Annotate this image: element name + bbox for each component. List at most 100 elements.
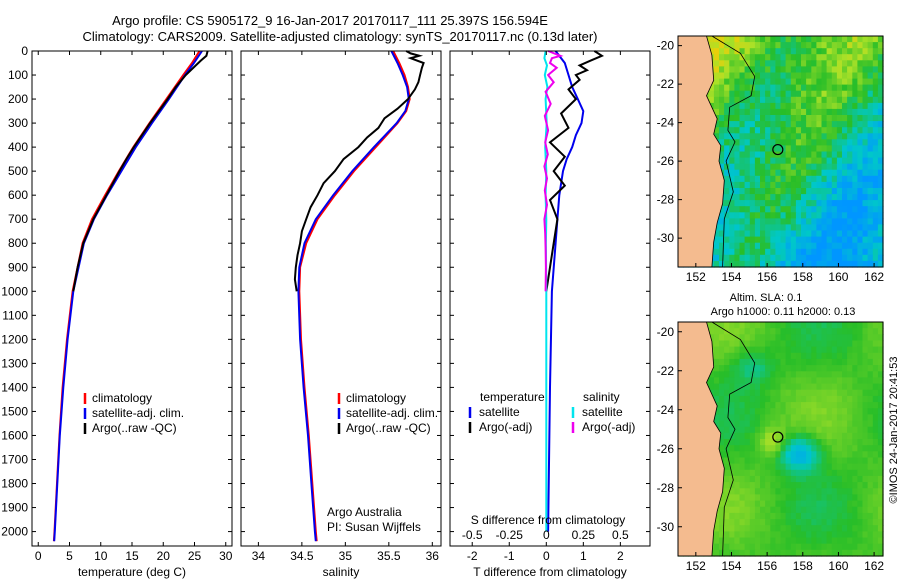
map-cell	[862, 420, 869, 428]
map-cell	[739, 414, 746, 422]
map-cell	[760, 506, 766, 514]
map-cell	[729, 494, 735, 502]
map-cell	[857, 248, 864, 256]
map-cell	[826, 457, 833, 465]
map-cell	[780, 525, 787, 532]
map-cell	[724, 371, 730, 379]
map-cell	[749, 512, 756, 520]
map-cell	[862, 169, 869, 177]
map-cell	[867, 163, 874, 171]
map-cell	[801, 254, 807, 262]
map-cell	[836, 488, 843, 496]
map-cell	[811, 36, 817, 43]
map-cell	[775, 352, 782, 360]
map-cell	[734, 84, 741, 92]
map-cell	[744, 340, 751, 348]
map-cell	[867, 352, 874, 360]
map-cell	[790, 84, 797, 92]
map-cell	[760, 242, 766, 250]
map-cell	[713, 519, 720, 526]
map-cell	[765, 383, 771, 391]
map-cell	[780, 248, 787, 256]
map-cell	[739, 115, 746, 122]
map-cell	[765, 389, 771, 397]
map-cell	[816, 90, 823, 98]
map-cell	[847, 426, 853, 434]
map-cell	[852, 439, 858, 446]
map-cell	[739, 78, 746, 86]
map-cell	[795, 236, 802, 244]
map-cell	[790, 90, 797, 98]
map-cell	[749, 469, 756, 477]
map-cell	[749, 389, 756, 397]
map-cell	[826, 543, 833, 551]
map-cell	[806, 260, 812, 268]
panel-difference: -2 -1 0 1 2T difference from climatology	[449, 50, 651, 579]
map-cell	[801, 358, 807, 366]
map-cell	[801, 377, 807, 385]
map-cell	[801, 469, 807, 477]
map-cell	[852, 537, 858, 545]
map-cell	[852, 78, 858, 86]
x-tick-label: 152	[686, 270, 706, 284]
map-cell	[867, 512, 874, 520]
map-cell	[744, 36, 751, 43]
map-cell	[806, 133, 812, 140]
map-cell	[806, 420, 812, 428]
map-cell	[852, 352, 858, 360]
map-cell	[847, 506, 853, 514]
map-cell	[826, 482, 833, 489]
map-cell	[754, 151, 761, 159]
map-cell	[811, 531, 817, 539]
map-cell	[867, 96, 874, 104]
map-cell	[826, 42, 833, 49]
map-cell	[780, 127, 787, 134]
map-cell	[760, 78, 766, 86]
map-cell	[852, 420, 858, 428]
map-cell	[724, 78, 730, 86]
map-cell	[713, 260, 720, 268]
map-cell	[780, 322, 787, 329]
map-cell	[790, 519, 797, 526]
map-cell	[806, 72, 812, 80]
map-cell	[744, 328, 751, 335]
map-cell	[811, 432, 817, 440]
map-cell	[719, 537, 725, 545]
map-cell	[847, 139, 853, 146]
map-cell	[806, 169, 812, 177]
map-cell	[842, 66, 848, 74]
map-cell	[877, 84, 884, 92]
map-cell	[857, 230, 864, 238]
map-cell	[734, 145, 741, 153]
map-cell	[744, 426, 751, 434]
map-cell	[811, 108, 817, 116]
map-cell	[719, 260, 725, 268]
map-cell	[744, 42, 751, 49]
x-tick-label: -1	[504, 549, 515, 563]
map-cell	[719, 408, 725, 415]
map-cell	[719, 206, 725, 213]
map-cell	[857, 377, 864, 385]
map-cell	[836, 549, 843, 557]
map-cell	[806, 206, 812, 213]
map-cell	[739, 230, 746, 238]
map-cell	[770, 537, 776, 545]
map-cell	[836, 451, 843, 459]
y-tick-label: -22	[657, 77, 675, 91]
map-cell	[795, 549, 802, 557]
map-cell	[729, 365, 735, 372]
map-cell	[724, 414, 730, 422]
map-cell	[765, 512, 771, 520]
map-cell	[780, 377, 787, 385]
map-cell	[775, 445, 782, 452]
map-cell	[857, 90, 864, 98]
map-cell	[760, 127, 766, 134]
map-cell	[744, 163, 751, 171]
map-cell	[754, 78, 761, 86]
map-cell	[821, 133, 828, 140]
map-cell	[780, 151, 787, 159]
map-cell	[785, 218, 792, 226]
map-cell	[785, 96, 792, 104]
map-cell	[775, 525, 782, 532]
map-cell	[867, 469, 874, 477]
